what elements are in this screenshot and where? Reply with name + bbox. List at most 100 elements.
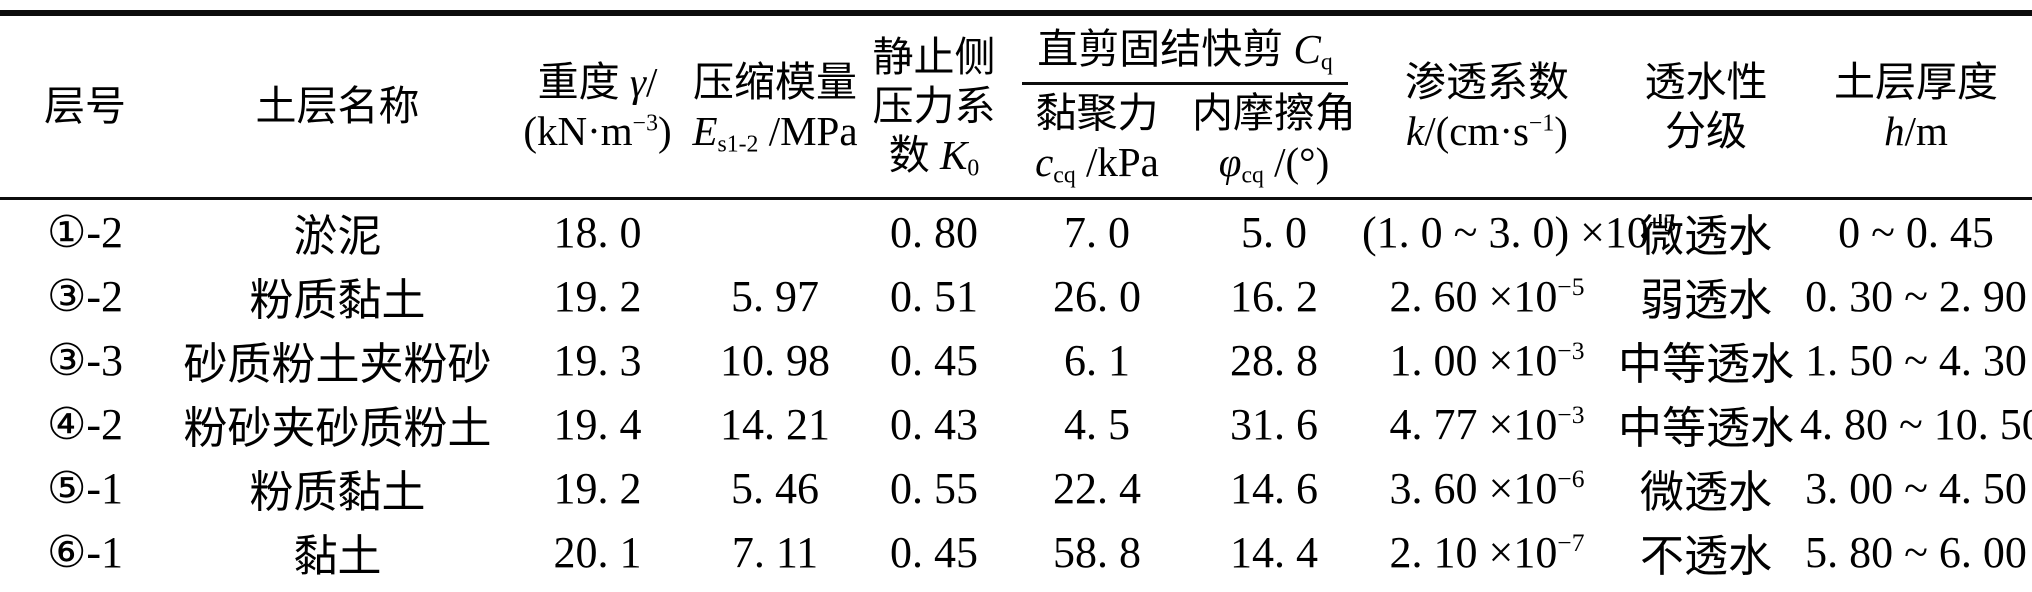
- col-header-permeability-grade: 透水性 分级: [1612, 13, 1800, 199]
- col-header-k0: 静止侧 压力系 数 K0: [860, 13, 1008, 199]
- cell-layer-no: ④-2: [46, 399, 124, 449]
- col-header-permeability: 渗透系数 k/(cm·s−1): [1362, 13, 1612, 199]
- cell-modulus: 7. 11: [731, 527, 819, 577]
- cell-friction: 5. 0: [1186, 197, 1362, 265]
- cell-unit-weight: 19. 2: [505, 584, 690, 592]
- cell-friction: 28. 8: [1230, 335, 1318, 385]
- table-row: ⑥-1 黏土 20. 1 7. 11 0. 45 58. 8 14. 4 2. 10 ×10−…: [0, 520, 2032, 584]
- cell-friction: 15. 3: [1186, 584, 1362, 592]
- cell-friction: 16. 2: [1230, 271, 1318, 321]
- k0-label-line3: 数 K0: [888, 132, 980, 182]
- cell-thickness: 0 ~ 0. 45: [1800, 197, 2032, 265]
- cell-layer-no: ③-3: [46, 335, 124, 385]
- cohesion-label-line1: 黏聚力: [1035, 90, 1159, 136]
- cell-unit-weight: 18. 0: [505, 197, 690, 265]
- unit-weight-label-line1: 重度 γ/: [537, 58, 658, 105]
- cell-layer-no: ⑥-1: [46, 527, 124, 577]
- permeability-label-line2: k/(cm·s−1): [1406, 107, 1568, 154]
- cell-k0: 0. 45: [890, 335, 978, 385]
- cell-modulus: [690, 197, 860, 265]
- cell-soil-name: 粉质黏土: [170, 584, 505, 592]
- cell-thickness: 5. 80 ~ 6. 00: [1805, 527, 2027, 577]
- cell-k0: 0. 48: [860, 584, 1008, 592]
- cell-thickness: 1. 50 ~ 4. 30: [1805, 335, 2027, 385]
- cell-k0: 0. 43: [890, 399, 978, 449]
- table-row: ③-3 砂质粉土夹粉砂 19. 3 10. 98 0. 45 6. 1 28. 8 1. 00…: [0, 328, 2032, 392]
- cell-k0: 0. 45: [890, 527, 978, 577]
- cell-thickness: 0. 30 ~ 2. 90: [1805, 271, 2027, 321]
- cell-soil-name: 黏土: [293, 532, 382, 582]
- friction-label-line1: 内摩擦角: [1192, 90, 1356, 136]
- cell-modulus: 5. 98: [690, 584, 860, 592]
- k0-label-line1: 静止侧: [872, 33, 996, 80]
- cohesion-label-line2: ccq /kPa: [1035, 139, 1159, 189]
- cell-k0: 0. 51: [890, 271, 978, 321]
- cell-soil-name: 粉砂夹砂质粉土: [183, 404, 492, 454]
- cell-k0: 0. 55: [890, 463, 978, 513]
- cell-permeability: 4. 77 ×10−3: [1389, 399, 1585, 449]
- table-body: ①-2 淤泥 18. 0 0. 80 7. 0 5. 0 (1. 0 ~ 3. 0) ×10…: [0, 197, 2032, 592]
- unit-weight-label-line2: (kN·m−3): [523, 107, 672, 154]
- col-header-soil-name: 土层名称: [170, 13, 505, 199]
- cell-permeability: 1. 00 ×10−3: [1389, 335, 1585, 385]
- modulus-label-line2: Es1-2 /MPa: [692, 107, 858, 158]
- col-header-modulus: 压缩模量 Es1-2 /MPa: [690, 13, 860, 199]
- friction-label-line2: φcq /(°): [1218, 139, 1330, 189]
- cell-modulus: 14. 21: [720, 399, 830, 449]
- cell-unit-weight: 19. 4: [553, 399, 642, 449]
- table-row: ④-2 粉砂夹砂质粉土 19. 4 14. 21 0. 43 4. 5 31. 6 4. 77…: [0, 392, 2032, 456]
- cell-unit-weight: 19. 2: [553, 271, 642, 321]
- table-row: ⑤-1 粉质黏土 19. 2 5. 46 0. 55 22. 4 14. 6 3. 60 ×1…: [0, 456, 2032, 520]
- cell-grade: 不透水: [1640, 532, 1772, 582]
- cell-permeability: 2. 60 ×10−5: [1389, 271, 1585, 321]
- cell-cohesion: 7. 0: [1008, 197, 1186, 265]
- modulus-label-line1: 压缩模量: [693, 58, 857, 105]
- col-header-shear-group: 直剪固结快剪 Cq: [1008, 13, 1362, 87]
- cell-soil-name: 砂质粉土夹粉砂: [183, 340, 492, 390]
- col-header-thickness: 土层厚度 h/m: [1800, 13, 2032, 199]
- grade-label-line2: 分级: [1665, 107, 1747, 154]
- cell-cohesion: 4. 5: [1064, 399, 1130, 449]
- cell-thickness: 3. 00 ~ 4. 50: [1805, 463, 2027, 513]
- cell-permeability: 3. 60 ×10−6: [1389, 463, 1585, 513]
- cell-thickness: 4. 80 ~ 10. 50: [1800, 399, 2032, 449]
- soil-name-label: 土层名称: [255, 83, 420, 130]
- cell-thickness: 5. 00 ~ 5. 50: [1800, 584, 2032, 592]
- cell-unit-weight: 19. 3: [553, 335, 642, 385]
- cell-soil-name: 粉质黏土: [249, 276, 426, 326]
- cell-layer-no: ③-2: [46, 271, 124, 321]
- cell-layer-no: ⑥-2: [0, 584, 170, 592]
- cell-unit-weight: 19. 2: [553, 463, 642, 513]
- cell-soil-name: 粉质黏土: [249, 468, 426, 518]
- cell-permeability: 2. 60 ×10−5: [1362, 584, 1612, 592]
- layer-no-label: 层号: [44, 83, 126, 130]
- cell-grade: 微透水: [1612, 197, 1800, 265]
- cell-modulus: 5. 46: [731, 463, 819, 513]
- table-header: 层号 土层名称 重度 γ/ (kN·m−3) 压缩模量 Es1-2 /MPa 静…: [0, 13, 2032, 199]
- cell-k0: 0. 80: [860, 197, 1008, 265]
- cell-grade: 微透水: [1640, 468, 1772, 518]
- k0-label-line2: 压力系: [872, 83, 996, 130]
- soil-properties-table: 层号 土层名称 重度 γ/ (kN·m−3) 压缩模量 Es1-2 /MPa 静…: [0, 10, 2032, 592]
- cell-friction: 31. 6: [1230, 399, 1318, 449]
- thickness-label-line1: 土层厚度: [1834, 58, 1998, 105]
- cell-cohesion: 58. 8: [1053, 527, 1141, 577]
- permeability-label-line1: 渗透系数: [1405, 58, 1569, 105]
- cell-friction: 14. 4: [1230, 527, 1318, 577]
- cell-cohesion: 26. 0: [1008, 584, 1186, 592]
- grade-label-line1: 透水性: [1644, 58, 1768, 105]
- cell-permeability: (1. 0 ~ 3. 0) ×10−5: [1362, 197, 1676, 265]
- cell-grade: 弱透水: [1612, 584, 1800, 592]
- col-header-unit-weight: 重度 γ/ (kN·m−3): [505, 13, 690, 199]
- cell-cohesion: 22. 4: [1053, 463, 1141, 513]
- cell-modulus: 10. 98: [720, 335, 830, 385]
- cell-soil-name: 淤泥: [170, 197, 505, 265]
- cell-grade: 中等透水: [1618, 340, 1794, 390]
- cell-unit-weight: 20. 1: [553, 527, 642, 577]
- col-header-layer-no: 层号: [0, 13, 170, 199]
- cell-grade: 弱透水: [1640, 276, 1772, 326]
- table-row: ①-2 淤泥 18. 0 0. 80 7. 0 5. 0 (1. 0 ~ 3. 0) ×10…: [0, 197, 2032, 265]
- shear-group-label: 直剪固结快剪 Cq: [1022, 25, 1348, 85]
